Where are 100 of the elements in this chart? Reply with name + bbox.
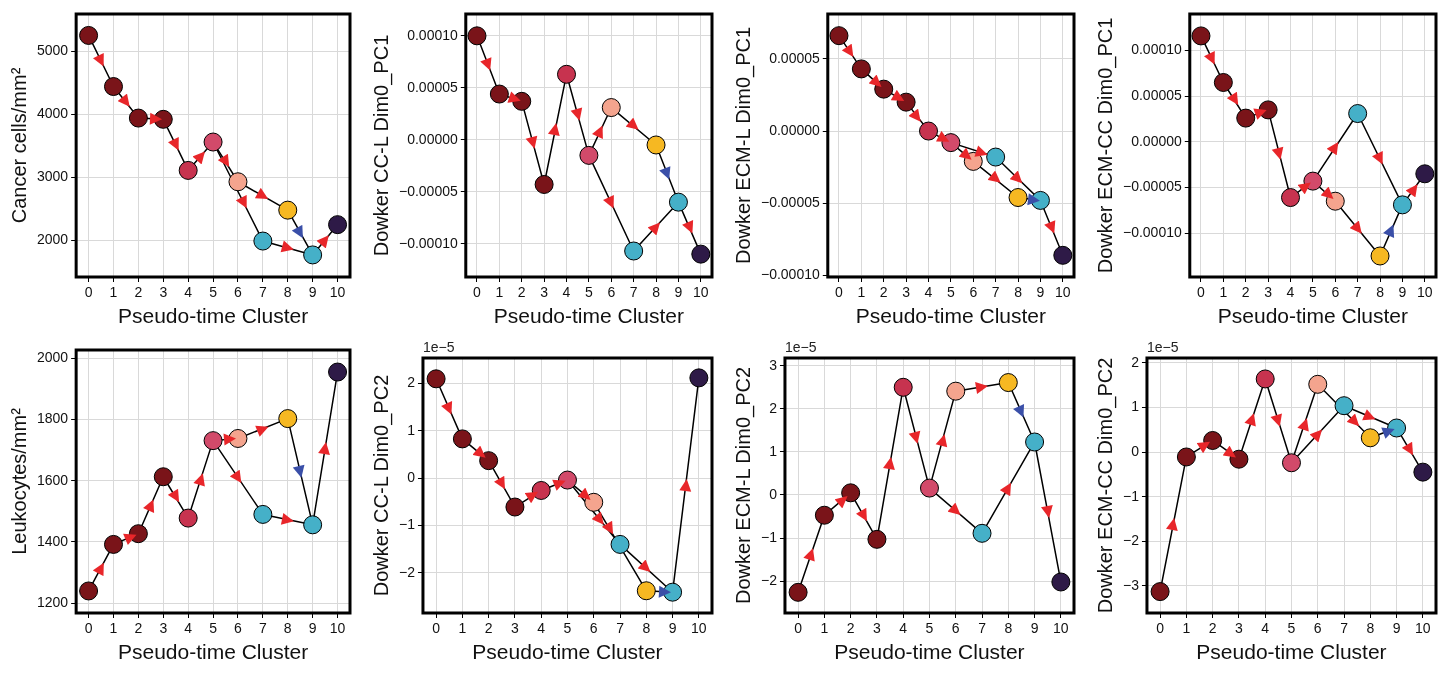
x-tick-label: 3	[902, 284, 911, 301]
x-axis-title: Pseudo-time Cluster	[117, 304, 309, 328]
x-tick-label: 5	[1308, 284, 1317, 301]
y-tick-label: −1	[760, 528, 778, 545]
x-axis-title: Pseudo-time Cluster	[493, 304, 685, 328]
y-tick-label: 0.00000	[1131, 132, 1182, 149]
x-tick-label: 7	[616, 620, 625, 637]
x-tick-label: 3	[1235, 620, 1244, 637]
x-tick-label: 5	[209, 284, 218, 301]
x-tick-label: 6	[969, 284, 978, 301]
x-tick-label: 1	[109, 620, 118, 637]
x-axis-title: Pseudo-time Cluster	[1196, 640, 1387, 664]
y-tick-label: 2000	[36, 231, 69, 248]
x-tick-label: 3	[540, 284, 549, 301]
y-tick-label: 2	[407, 374, 416, 391]
x-tick-label: 10	[1055, 284, 1071, 301]
x-axis-title: Pseudo-time Cluster	[472, 640, 663, 664]
y-tick-label: 3	[769, 356, 778, 373]
x-tick-label: 10	[329, 284, 346, 301]
y-tick-label: 1600	[36, 471, 69, 488]
x-tick-label: 6	[1313, 620, 1322, 637]
x-axis-title: Pseudo-time Cluster	[834, 640, 1025, 664]
x-tick-label: 4	[1261, 620, 1270, 637]
x-tick-label: 7	[258, 620, 267, 637]
y-axis-title: Dowker CC-L Dim0_PC1	[369, 34, 393, 257]
x-tick-label: 6	[234, 620, 243, 637]
y-axis-title: Dowker CC-L Dim0_PC2	[369, 374, 393, 597]
y-tick-label: −0.00005	[760, 194, 820, 211]
y-tick-label: −0.00005	[398, 182, 458, 199]
x-tick-label: 10	[1053, 620, 1069, 637]
y-tick-label: −0.00010	[1122, 224, 1182, 241]
y-axis-title: Cancer cells/mm²	[7, 67, 30, 224]
x-tick-label: 8	[652, 284, 661, 301]
x-tick-label: 3	[159, 620, 168, 637]
x-tick-label: 10	[1415, 620, 1431, 637]
x-tick-label: 10	[1417, 284, 1433, 301]
x-tick-label: 4	[184, 284, 193, 301]
x-tick-label: 5	[563, 620, 572, 637]
x-tick-label: 8	[1014, 284, 1023, 301]
y-tick-label: 4000	[36, 105, 69, 122]
x-tick-label: 6	[589, 620, 598, 637]
y-axis-title: Leukocytes/mm²	[7, 407, 30, 555]
x-tick-label: 2	[134, 620, 143, 637]
x-tick-label: 10	[693, 284, 709, 301]
x-tick-label: 2	[517, 284, 526, 301]
y-tick-label: 0.00005	[769, 49, 820, 66]
y-tick-label: 1	[1131, 398, 1140, 415]
x-tick-label: 7	[629, 284, 638, 301]
y-tick-label: −0.00010	[760, 266, 820, 283]
y-axis-title: Dowker ECM-L Dim0_PC1	[731, 26, 755, 265]
y-tick-label: 0.00000	[769, 121, 820, 138]
x-tick-label: 9	[668, 620, 677, 637]
y-tick-label: −1	[1122, 487, 1140, 504]
y-tick-label: 0.00005	[407, 78, 458, 95]
x-tick-label: 5	[946, 284, 955, 301]
x-tick-label: 4	[562, 284, 571, 301]
x-tick-label: 2	[1208, 620, 1217, 637]
y-axis-title: Dowker ECM-L Dim0_PC2	[731, 366, 755, 605]
x-tick-label: 5	[1287, 620, 1296, 637]
x-tick-label: 3	[511, 620, 520, 637]
y-tick-label: 0.00000	[407, 130, 458, 147]
x-tick-label: 7	[991, 284, 1000, 301]
x-tick-label: 8	[283, 284, 292, 301]
x-tick-label: 2	[484, 620, 493, 637]
x-tick-label: 6	[234, 284, 243, 301]
x-tick-label: 1	[109, 284, 118, 301]
x-tick-label: 5	[209, 620, 218, 637]
y-tick-label: 0	[407, 469, 416, 486]
y-tick-label: 1	[769, 442, 778, 459]
y-tick-label: −2	[760, 571, 778, 588]
y-tick-label: 0.00010	[407, 26, 458, 43]
x-tick-label: 10	[329, 620, 346, 637]
y-axis-title: Dowker ECM-CC Dim0_PC2	[1093, 357, 1117, 614]
x-tick-label: 2	[879, 284, 888, 301]
x-tick-label: 4	[924, 284, 933, 301]
x-tick-label: 7	[978, 620, 987, 637]
x-tick-label: 8	[642, 620, 651, 637]
x-tick-label: 2	[134, 284, 143, 301]
x-tick-label: 8	[283, 620, 292, 637]
text: 1e−5	[1146, 338, 1179, 355]
x-tick-label: 9	[1398, 284, 1407, 301]
x-tick-label: 0	[473, 284, 482, 301]
x-tick-label: 0	[1197, 284, 1206, 301]
x-tick-label: 4	[184, 620, 193, 637]
x-tick-label: 6	[1331, 284, 1340, 301]
x-tick-label: 9	[308, 284, 317, 301]
x-tick-label: 8	[1376, 284, 1385, 301]
x-tick-label: 7	[1340, 620, 1349, 637]
y-tick-label: 1400	[36, 532, 69, 549]
y-tick-label: 2	[769, 399, 778, 416]
y-tick-label: −0.00010	[398, 234, 458, 251]
x-tick-label: 6	[607, 284, 616, 301]
x-tick-label: 10	[691, 620, 707, 637]
y-tick-label: 1800	[36, 410, 69, 427]
x-tick-label: 3	[1264, 284, 1273, 301]
y-tick-label: 0	[1131, 442, 1140, 459]
y-tick-label: −2	[1122, 532, 1140, 549]
y-tick-label: 3000	[36, 168, 69, 185]
x-tick-label: 9	[1030, 620, 1039, 637]
x-tick-label: 7	[258, 284, 267, 301]
